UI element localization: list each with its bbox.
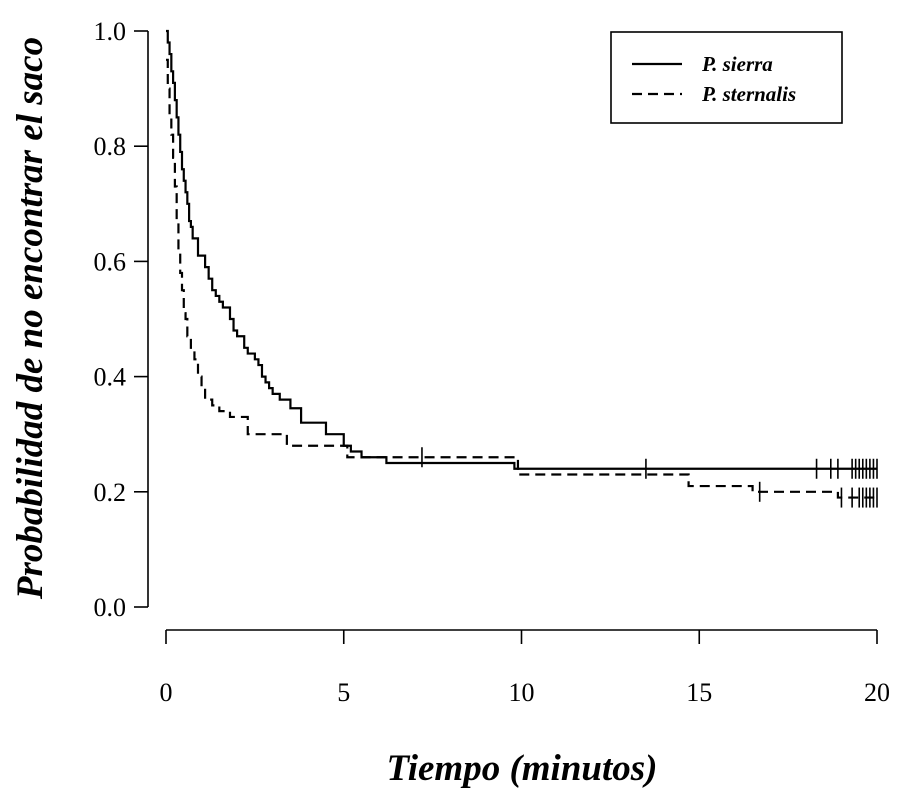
y-tick-label: 0.8	[94, 132, 127, 161]
y-tick-label: 0.2	[94, 478, 127, 507]
y-tick-label: 1.0	[94, 17, 127, 46]
x-tick-label: 5	[337, 678, 350, 707]
x-tick-label: 15	[686, 678, 712, 707]
x-tick-label: 0	[160, 678, 173, 707]
x-tick-label: 10	[509, 678, 535, 707]
legend: P. sierra P. sternalis	[610, 31, 843, 124]
y-axis-title: Probabilidad de no encontrar el saco	[10, 37, 51, 600]
y-axis-ticks: 0.0 0.2 0.4 0.6 0.8 1.0	[94, 17, 148, 622]
legend-label-p-sternalis: P. sternalis	[701, 82, 796, 106]
x-axis-ticks: 0 5 10 15 20	[160, 630, 890, 707]
y-tick-label: 0.6	[94, 247, 127, 276]
series-line-p-sierra	[166, 29, 877, 470]
y-tick-label: 0.0	[94, 593, 127, 622]
legend-box	[610, 31, 843, 124]
x-tick-label: 20	[864, 678, 890, 707]
y-tick-label: 0.4	[94, 363, 127, 392]
x-axis-title: Tiempo (minutos)	[387, 748, 658, 789]
legend-label-p-sierra: P. sierra	[701, 52, 773, 76]
series-line-p-sternalis	[166, 58, 877, 499]
series-layer	[166, 29, 878, 508]
